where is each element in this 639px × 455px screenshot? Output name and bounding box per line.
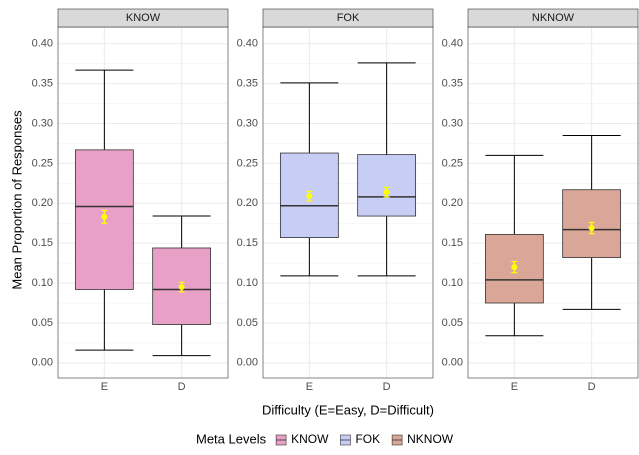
y-tick-label: 0.25 bbox=[32, 157, 53, 169]
mean-point bbox=[306, 193, 313, 200]
strip-label: FOK bbox=[337, 12, 360, 24]
y-tick-label: 0.05 bbox=[32, 317, 53, 329]
y-tick-label: 0.10 bbox=[237, 277, 258, 289]
x-axis-label: Difficulty (E=Easy, D=Difficult) bbox=[262, 402, 434, 417]
y-tick-label: 0.05 bbox=[237, 317, 258, 329]
y-tick-label: 0.20 bbox=[32, 197, 53, 209]
strip-label: KNOW bbox=[126, 12, 161, 24]
legend-title: Meta Levels bbox=[196, 431, 267, 446]
strip bbox=[57, 8, 229, 28]
y-tick-label: 0.30 bbox=[442, 117, 463, 129]
y-tick-label: 0.40 bbox=[32, 38, 53, 50]
y-tick-label: 0.00 bbox=[442, 357, 463, 369]
y-tick-label: 0.30 bbox=[237, 117, 258, 129]
mean-point bbox=[178, 284, 185, 291]
x-tick-label: E bbox=[511, 381, 518, 393]
mean-point bbox=[588, 225, 595, 232]
y-tick-label: 0.20 bbox=[237, 197, 258, 209]
y-tick-label: 0.10 bbox=[442, 277, 463, 289]
y-tick-label: 0.35 bbox=[32, 78, 53, 90]
x-tick-label: E bbox=[306, 381, 313, 393]
mean-point bbox=[511, 264, 518, 271]
strip bbox=[262, 8, 434, 28]
y-tick-label: 0.00 bbox=[237, 357, 258, 369]
strip bbox=[467, 8, 639, 28]
x-tick-label: D bbox=[178, 381, 186, 393]
y-tick-label: 0.00 bbox=[32, 357, 53, 369]
mean-point bbox=[101, 213, 108, 220]
mean-point bbox=[383, 189, 390, 196]
y-axis-label: Mean Proportion of Responses bbox=[9, 110, 24, 290]
y-tick-label: 0.40 bbox=[237, 38, 258, 50]
legend-label: KNOW bbox=[291, 432, 329, 446]
y-tick-label: 0.10 bbox=[32, 277, 53, 289]
x-tick-label: D bbox=[383, 381, 391, 393]
box bbox=[484, 234, 544, 304]
y-tick-label: 0.30 bbox=[32, 117, 53, 129]
strip-label: NKNOW bbox=[532, 12, 575, 24]
y-tick-label: 0.15 bbox=[442, 237, 463, 249]
box bbox=[357, 154, 417, 217]
y-tick-label: 0.20 bbox=[442, 197, 463, 209]
y-tick-label: 0.05 bbox=[442, 317, 463, 329]
legend-label: NKNOW bbox=[407, 432, 454, 446]
y-tick-label: 0.25 bbox=[442, 157, 463, 169]
x-tick-label: D bbox=[588, 381, 596, 393]
y-tick-label: 0.35 bbox=[237, 78, 258, 90]
y-tick-label: 0.25 bbox=[237, 157, 258, 169]
y-tick-label: 0.15 bbox=[32, 237, 53, 249]
y-tick-label: 0.35 bbox=[442, 78, 463, 90]
y-tick-label: 0.40 bbox=[442, 38, 463, 50]
legend-label: FOK bbox=[355, 432, 380, 446]
y-tick-label: 0.15 bbox=[237, 237, 258, 249]
x-tick-label: E bbox=[101, 381, 108, 393]
